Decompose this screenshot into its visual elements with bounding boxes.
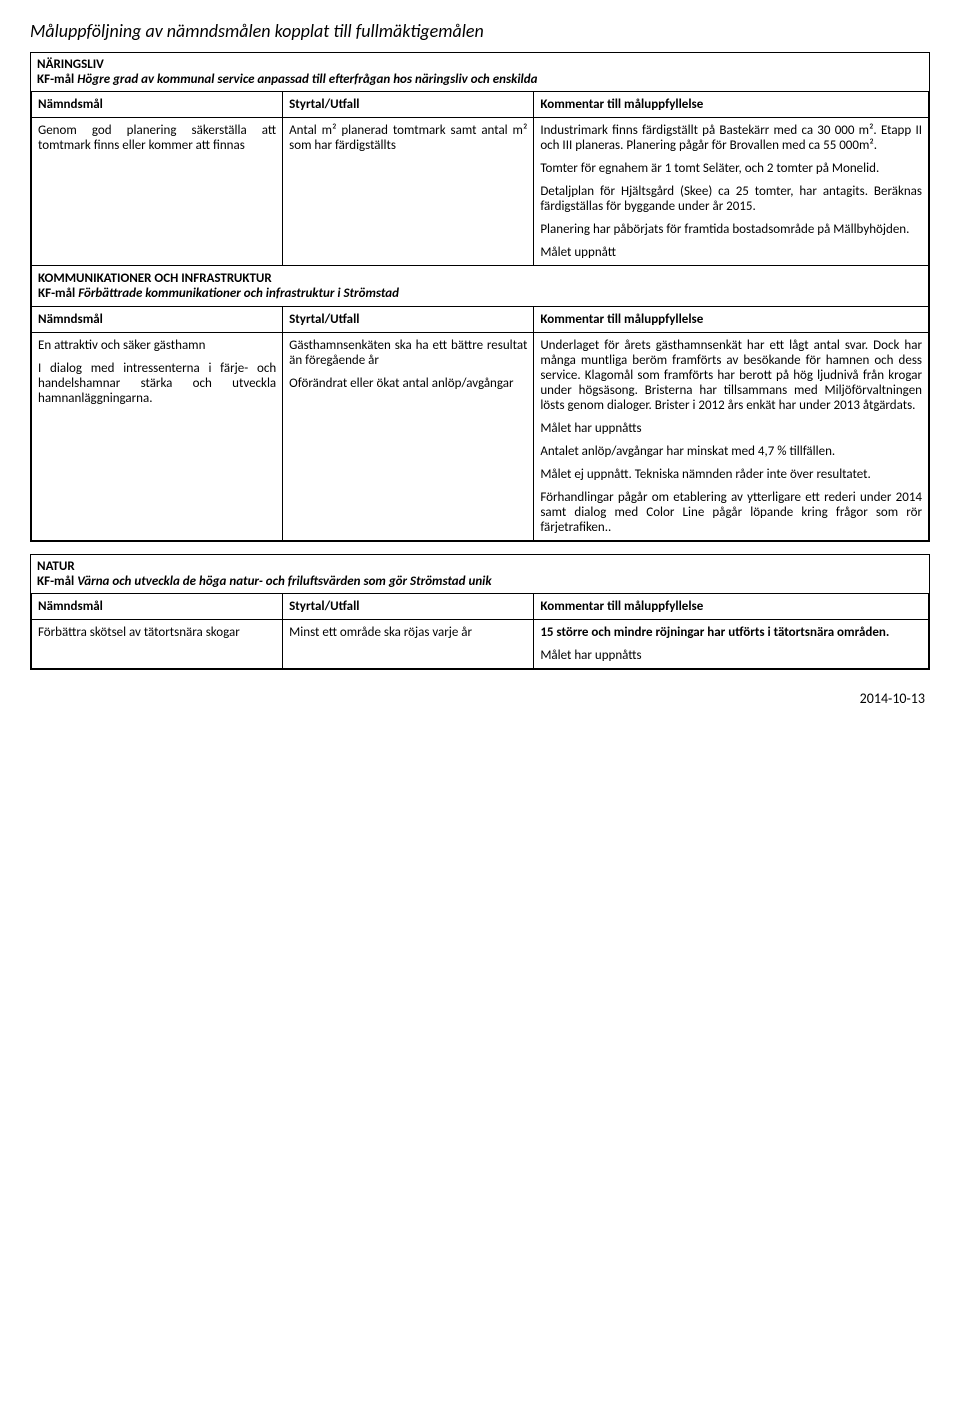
comment-para: Planering har påbörjats för framtida bos… [540, 222, 922, 237]
kf-mal-line: KF-mål Värna och utveckla de höga natur-… [31, 574, 929, 593]
header-col3: Kommentar till måluppfyllelse [534, 92, 929, 118]
table-row: Genom god planering säkerställa att tomt… [32, 118, 929, 266]
header-col2: Styrtal/Utfall [283, 594, 534, 620]
header-col1: Nämndsmål [32, 307, 283, 333]
header-col3: Kommentar till måluppfyllelse [534, 594, 929, 620]
header-col1: Nämndsmål [32, 594, 283, 620]
comment-para: Förhandlingar pågår om etablering av ytt… [540, 490, 922, 535]
namndsmal-para: I dialog med intressenterna i färje- och… [38, 361, 276, 406]
header-col1: Nämndsmål [32, 92, 283, 118]
cell-namndsmal: Genom god planering säkerställa att tomt… [32, 118, 283, 266]
kf-text: Förbättrade kommunikationer och infrastr… [78, 286, 399, 301]
kf-prefix: KF-mål [38, 286, 75, 301]
kf-mal-line: KF-mål Förbättrade kommunikationer och i… [38, 286, 922, 301]
goal-table: Nämndsmål Styrtal/Utfall Kommentar till … [31, 91, 929, 541]
kf-prefix: KF-mål [37, 72, 74, 87]
comment-para: Tomter för egnahem är 1 tomt Seläter, oc… [540, 161, 922, 176]
footer-date: 2014-10-13 [30, 690, 930, 707]
table-row: En attraktiv och säker gästhamn I dialog… [32, 333, 929, 541]
cell-styrtal: Gästhamnsenkäten ska ha ett bättre resul… [283, 333, 534, 541]
header-col3: Kommentar till måluppfyllelse [534, 307, 929, 333]
document-title: Måluppföljning av nämndsmålen kopplat ti… [30, 20, 930, 42]
section-label: NÄRINGSLIV [31, 53, 929, 72]
subsection-row: KOMMUNIKATIONER OCH INFRASTRUKTUR KF-mål… [32, 266, 929, 307]
header-col2: Styrtal/Utfall [283, 307, 534, 333]
table-header-row: Nämndsmål Styrtal/Utfall Kommentar till … [32, 92, 929, 118]
cell-namndsmal: En attraktiv och säker gästhamn I dialog… [32, 333, 283, 541]
section-natur: NATUR KF-mål Värna och utveckla de höga … [30, 554, 930, 670]
cell-kommentar: Underlaget för årets gästhamnsenkät har … [534, 333, 929, 541]
cell-styrtal: Antal m² planerad tomtmark samt antal m²… [283, 118, 534, 266]
comment-para: Målet uppnått [540, 245, 922, 260]
section-label: NATUR [31, 555, 929, 574]
comment-para: Målet har uppnåtts [540, 648, 922, 663]
table-row: Förbättra skötsel av tätortsnära skogar … [32, 620, 929, 669]
comment-para: Målet har uppnåtts [540, 421, 922, 436]
cell-kommentar: Industrimark finns färdigställt på Baste… [534, 118, 929, 266]
kf-prefix: KF-mål [37, 574, 74, 589]
namndsmal-para: En attraktiv och säker gästhamn [38, 338, 276, 353]
styrtal-para: Oförändrat eller ökat antal anlöp/avgång… [289, 376, 527, 391]
section-naringsliv: NÄRINGSLIV KF-mål Högre grad av kommunal… [30, 52, 930, 542]
comment-para: Antalet anlöp/avgångar har minskat med 4… [540, 444, 922, 459]
goal-table: Nämndsmål Styrtal/Utfall Kommentar till … [31, 593, 929, 669]
kf-mal-line: KF-mål Högre grad av kommunal service an… [31, 72, 929, 91]
kf-text: Högre grad av kommunal service anpassad … [77, 72, 537, 87]
table-header-row: Nämndsmål Styrtal/Utfall Kommentar till … [32, 307, 929, 333]
header-col2: Styrtal/Utfall [283, 92, 534, 118]
cell-namndsmal: Förbättra skötsel av tätortsnära skogar [32, 620, 283, 669]
comment-para: 15 större och mindre röjningar har utför… [540, 625, 922, 640]
comment-para: Underlaget för årets gästhamnsenkät har … [540, 338, 922, 413]
section-label: KOMMUNIKATIONER OCH INFRASTRUKTUR [38, 271, 922, 286]
kf-text: Värna och utveckla de höga natur- och fr… [77, 574, 491, 589]
cell-kommentar: 15 större och mindre röjningar har utför… [534, 620, 929, 669]
comment-para: Målet ej uppnått. Tekniska nämnden råder… [540, 467, 922, 482]
styrtal-para: Gästhamnsenkäten ska ha ett bättre resul… [289, 338, 527, 368]
comment-para: Industrimark finns färdigställt på Baste… [540, 123, 922, 153]
table-header-row: Nämndsmål Styrtal/Utfall Kommentar till … [32, 594, 929, 620]
cell-styrtal: Minst ett område ska röjas varje år [283, 620, 534, 669]
comment-para: Detaljplan för Hjältsgård (Skee) ca 25 t… [540, 184, 922, 214]
